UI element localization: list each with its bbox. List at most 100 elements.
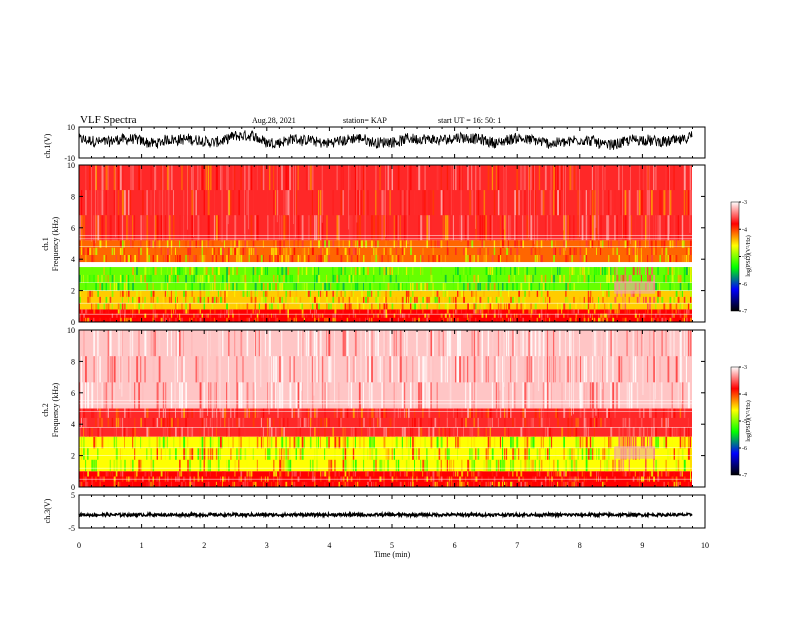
ch1-spec-cell <box>207 313 209 318</box>
ch2-spec-cell <box>677 408 679 418</box>
ch1-spec-cell <box>397 267 399 275</box>
ch1-spec-cell <box>383 215 385 241</box>
ch2-spec-cell <box>610 330 613 357</box>
ch1-spec-cell <box>530 309 533 314</box>
ch1-spec-cell <box>121 240 124 248</box>
ch2-spec-cell <box>549 427 551 437</box>
ch2-spec-cell <box>107 471 109 477</box>
ch1-spec-cell <box>673 267 675 275</box>
ch1-spec-cell <box>262 255 264 263</box>
ch1-spec-cell <box>346 303 349 310</box>
ch2-spec-cell <box>340 417 342 428</box>
ch2-spec-cell <box>215 382 217 409</box>
ch2-spec-cell <box>346 408 349 418</box>
ch2-spec-cell <box>624 471 627 477</box>
ch2-spec-cell <box>99 427 102 437</box>
ch1-spec-cell <box>430 309 433 314</box>
ch1-spec-cell <box>569 165 572 191</box>
ch2-spec-cell <box>426 471 428 477</box>
ch2-spec-cell <box>363 436 365 449</box>
ch2-spec-cell <box>369 330 371 357</box>
ch2-spec-cell <box>440 459 442 472</box>
ch1-spec-cell <box>121 282 123 291</box>
ch1-spec-cell <box>655 313 657 318</box>
ch2-spec-cell <box>640 330 643 357</box>
ch1-spec-cell <box>97 290 99 297</box>
ch1-spec-cell <box>130 240 132 248</box>
ch1-spec-cell <box>485 255 487 263</box>
ch2-spec-cell <box>277 408 279 418</box>
ch2-spec-cell <box>679 481 681 487</box>
ch2-spec-cell <box>346 330 349 357</box>
ch2-spec-cell <box>85 417 87 428</box>
ch1-spec-cell <box>424 165 426 191</box>
ch1-spec-cell <box>121 190 124 216</box>
ch1-spec-cell <box>446 247 449 255</box>
ch1-spec-cell <box>340 313 343 318</box>
ch2-spec-cell <box>561 382 563 409</box>
ch1-spec-cell <box>356 317 359 322</box>
ch1-spec-cell <box>473 303 476 310</box>
ch2-spec-cell <box>103 382 106 409</box>
ch1-spec-cell <box>440 190 443 216</box>
ch2-spec-cell <box>164 436 167 449</box>
ch1-spec-cell <box>164 317 167 322</box>
ch2-spec-cell <box>569 330 571 357</box>
ch2-spec-cell <box>649 471 651 477</box>
ch1-spec-cell <box>326 247 329 255</box>
ch2-spec-cell <box>348 356 350 383</box>
ch1-spec-cell <box>240 274 243 283</box>
ch2-spec-cell <box>289 382 292 409</box>
ch2-spec-cell <box>579 356 581 383</box>
ch1-spec-cell <box>185 290 187 297</box>
ch2-spec-cell <box>361 408 363 418</box>
ch2-spec-cell <box>156 448 158 460</box>
ch2-spec-cell <box>117 408 120 418</box>
ch1-spec-cell <box>497 282 499 291</box>
ch1-spec-cell <box>244 274 247 283</box>
ch2-spec-cell <box>690 436 692 449</box>
ch1-spec-cell <box>170 296 172 304</box>
ch2-spec-cell <box>83 330 85 357</box>
ch2-spec-cell <box>405 436 408 449</box>
ch1-spec-cell <box>628 215 631 241</box>
ch1-spec-cell <box>624 296 626 304</box>
ch2-spec-cell <box>271 436 273 449</box>
ch2-spec-cell <box>600 459 602 472</box>
ch1-spec-cell <box>401 282 403 291</box>
ch2-spec-cell <box>117 330 120 357</box>
ch1-spec-cell <box>455 247 457 255</box>
ch2-spec-cell <box>628 471 631 477</box>
ch1-spec-cell <box>330 317 332 322</box>
ch2-spec-cell <box>330 459 333 472</box>
ch2-spec-cell <box>301 481 304 487</box>
ch1-spec-cell <box>173 274 175 283</box>
ch2-spec-cell <box>551 382 552 409</box>
ch2-spec-cell <box>338 417 340 428</box>
ch1-spec-cell <box>269 317 270 322</box>
ch1-spec-cell <box>154 303 156 310</box>
ch2-spec-cell <box>591 448 594 460</box>
ch2-spec-cell <box>426 382 428 409</box>
ch1-spec-cell <box>252 165 255 191</box>
ch1-spec-cell <box>567 215 569 241</box>
ch1-spec-cell <box>358 317 361 322</box>
ch1-spec-cell <box>152 255 154 263</box>
ch2-spec-cell <box>414 471 416 477</box>
ch1-spec-cell <box>124 282 126 291</box>
ch2-spec-cell <box>367 427 369 437</box>
ch2-spec-cell <box>506 408 509 418</box>
ch2-spec-cell <box>346 436 349 449</box>
ch2-spec-cell <box>344 481 346 487</box>
ch1-spec-cell <box>128 215 129 241</box>
ch1-spec-cell <box>350 240 353 248</box>
ch1-spec-cell <box>170 267 173 275</box>
ch2-spec-cell <box>401 436 403 449</box>
ch2-spec-cell <box>111 382 113 409</box>
cbar1-label: log(PSD)(V²/Hz) <box>745 235 752 276</box>
ch2-spec-cell <box>248 436 250 449</box>
ch2-spec-cell <box>113 459 115 472</box>
ch1-spec-cell <box>256 267 259 275</box>
ch2-spec-cell <box>146 427 149 437</box>
